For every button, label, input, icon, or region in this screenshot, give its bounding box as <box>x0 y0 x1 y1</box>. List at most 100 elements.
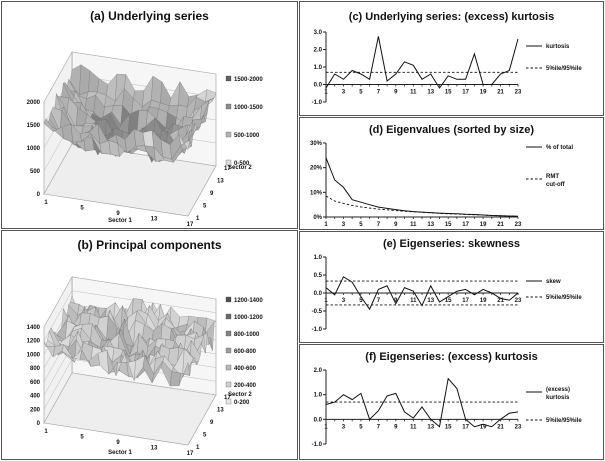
x-tick-label: 7 <box>377 90 381 96</box>
x-tick-label: 9 <box>394 298 398 304</box>
line-chart-c: -1.00.01.02.03.01 3 5 7 9 11 13 15 17 19 21 23kurto… <box>312 30 583 106</box>
series-line <box>325 36 519 89</box>
y-tick-label: 1 <box>196 216 200 222</box>
legend-label: kurtosis <box>546 44 570 50</box>
legend-label: skew <box>546 279 561 285</box>
panel-underlying-series: (a) Underlying series 0 500 1000 1500 2000 1 5… <box>1 1 298 229</box>
x-tick-label: 9 <box>394 424 398 430</box>
x-tick-label: 13 <box>151 446 158 452</box>
line-chart-f: -1.00.01.02.01 3 5 7 9 11 13 15 17 19 21 23(excess)… <box>312 368 583 448</box>
x-tick-label: 17 <box>462 90 469 96</box>
panel-f-title: (f) Eigenseries: (excess) kurtosis <box>365 351 538 363</box>
y-tick-label: 0.0 <box>314 417 323 423</box>
x-tick-label: 15 <box>445 222 452 228</box>
y-tick-label: -1.0 <box>312 442 323 448</box>
z-tick-label: 0 <box>37 192 41 198</box>
y-tick-label: 3.0 <box>314 30 323 36</box>
x-tick-label: 17 <box>187 451 194 457</box>
panel-e-title: (e) Eigenseries: skewness <box>383 238 520 250</box>
legend-label: 0-500 <box>234 161 250 167</box>
y-tick-label: 1.0 <box>314 65 323 71</box>
legend-label: kurtosis <box>546 395 570 401</box>
z-tick-label: 1000 <box>27 352 41 358</box>
y-axis-label: Sector 2 <box>228 165 252 171</box>
legend-label: 5%ile/95%ile <box>546 418 582 424</box>
y-tick-label: 0.0 <box>314 291 323 297</box>
legend-swatch <box>225 313 232 320</box>
x-tick-label: 5 <box>359 424 363 430</box>
y-axis-label: Sector 2 <box>228 392 252 398</box>
x-tick-label: 13 <box>427 298 434 304</box>
x-tick-label: 9 <box>394 90 398 96</box>
panel-c-title: (c) Underlying series: (excess) kurtosis <box>348 11 555 23</box>
x-tick-label: 15 <box>445 298 452 304</box>
legend-swatch <box>225 103 232 110</box>
x-tick-label: 23 <box>515 424 522 430</box>
y-tick-label: 1.0 <box>314 393 323 399</box>
z-gridline <box>43 290 217 341</box>
legend-swatch <box>225 296 232 303</box>
legend-label: 600-800 <box>234 349 257 355</box>
legend-label: 1000-1500 <box>234 105 263 111</box>
z-gridline <box>43 51 217 103</box>
z-tick-label: 600 <box>30 380 41 386</box>
x-tick-label: 17 <box>462 298 469 304</box>
x-tick-label: 11 <box>410 424 417 430</box>
x-tick-label: 5 <box>80 435 84 441</box>
x-tick-label: 7 <box>377 298 381 304</box>
x-tick-label: 15 <box>445 424 452 430</box>
panel-eigenseries-skewness: (e) Eigenseries: skewness -1.0 -0.5 0.0 0.5… <box>299 231 604 343</box>
y-tick-label: 17 <box>224 395 231 401</box>
surface-facet <box>178 362 190 386</box>
x-tick-label: 3 <box>342 298 346 304</box>
x-tick-label: 11 <box>410 90 417 96</box>
x-tick-label: 1 <box>324 222 328 228</box>
x-tick-label: 1 <box>324 424 328 430</box>
z-tick-label: 1000 <box>27 146 41 152</box>
x-tick-label: 17 <box>187 222 194 226</box>
x-tick-label: 1 <box>324 298 328 304</box>
x-tick-label: 5 <box>359 298 363 304</box>
z-tick-label: 2000 <box>27 100 41 106</box>
legend-label: 5%ile/95%ile <box>546 66 582 72</box>
panel-eigenvalues: (d) Eigenvalues (sorted by size) 0% 10% 20… <box>299 117 604 230</box>
y-tick-label: 17 <box>224 166 231 172</box>
x-tick-label: 9 <box>394 222 398 228</box>
legend-label: 400-600 <box>234 366 257 372</box>
legend-swatch <box>225 398 232 405</box>
y-tick-label: 1 <box>196 445 200 451</box>
legend-label: % of total <box>546 145 573 151</box>
x-tick-label: 21 <box>497 222 504 228</box>
legend-label: 200-400 <box>234 383 257 389</box>
panel-underlying-kurtosis: (c) Underlying series: (excess) kurtosis… <box>299 1 604 116</box>
z-tick-label: 500 <box>30 169 41 175</box>
x-tick-label: 13 <box>427 90 434 96</box>
line-chart-d: 0%10%20%30%1 3 5 7 9 11 13 15 17 19 21 23% of total… <box>310 141 573 228</box>
z-gridline <box>43 276 217 328</box>
x-tick-label: 7 <box>377 222 381 228</box>
x-tick-label: 21 <box>497 424 504 430</box>
panel-eigenseries-kurtosis: (f) Eigenseries: (excess) kurtosis -1.0 0… <box>299 344 604 460</box>
x-tick-label: 21 <box>497 90 504 96</box>
x-tick-label: 5 <box>80 206 84 212</box>
legend-label: cut-off <box>546 182 566 188</box>
panel-d-title: (d) Eigenvalues (sorted by size) <box>368 124 535 136</box>
legend-swatch <box>225 347 232 354</box>
x-tick-label: 13 <box>427 222 434 228</box>
y-tick-label: 13 <box>217 408 224 414</box>
surface-chart-b: 020040060080010001200140015913171591317S… <box>27 275 263 457</box>
x-tick-label: 19 <box>480 90 487 96</box>
x-tick-label: 23 <box>515 222 522 228</box>
y-tick-label: -1.0 <box>312 100 323 106</box>
y-tick-label: 2.0 <box>314 48 323 54</box>
legend-label: 5%ile/95%ile <box>546 295 582 301</box>
panel-a-title: (a) Underlying series <box>90 9 209 23</box>
y-tick-label: 10% <box>310 190 323 196</box>
x-tick-label: 19 <box>480 222 487 228</box>
x-tick-label: 5 <box>359 222 363 228</box>
x-tick-label: 11 <box>410 298 417 304</box>
y-tick-label: -1.0 <box>312 327 323 333</box>
x-tick-label: 11 <box>410 222 417 228</box>
x-tick-label: 23 <box>515 298 522 304</box>
